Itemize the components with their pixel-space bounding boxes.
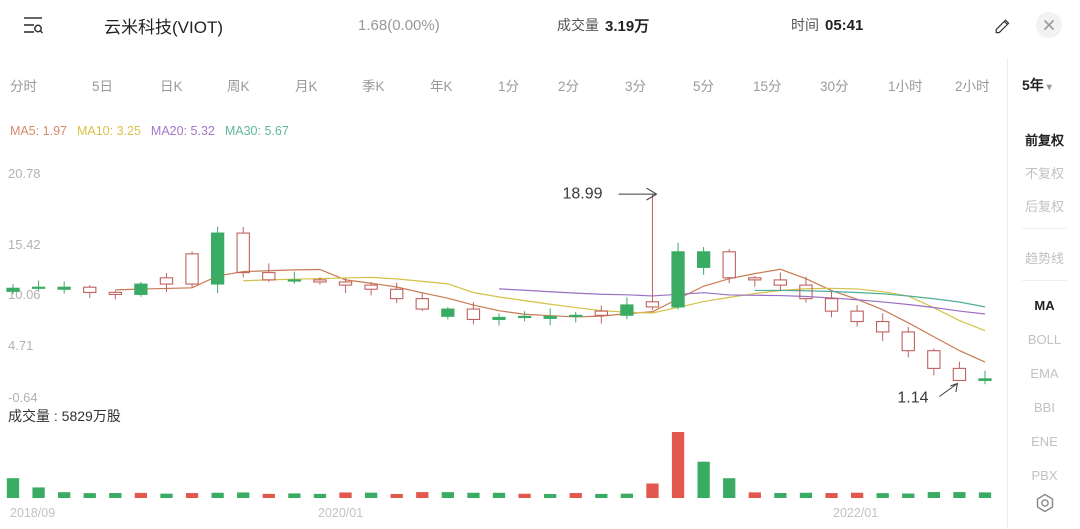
svg-text:18.99: 18.99 [563, 186, 603, 203]
svg-text:1.14: 1.14 [897, 390, 928, 407]
